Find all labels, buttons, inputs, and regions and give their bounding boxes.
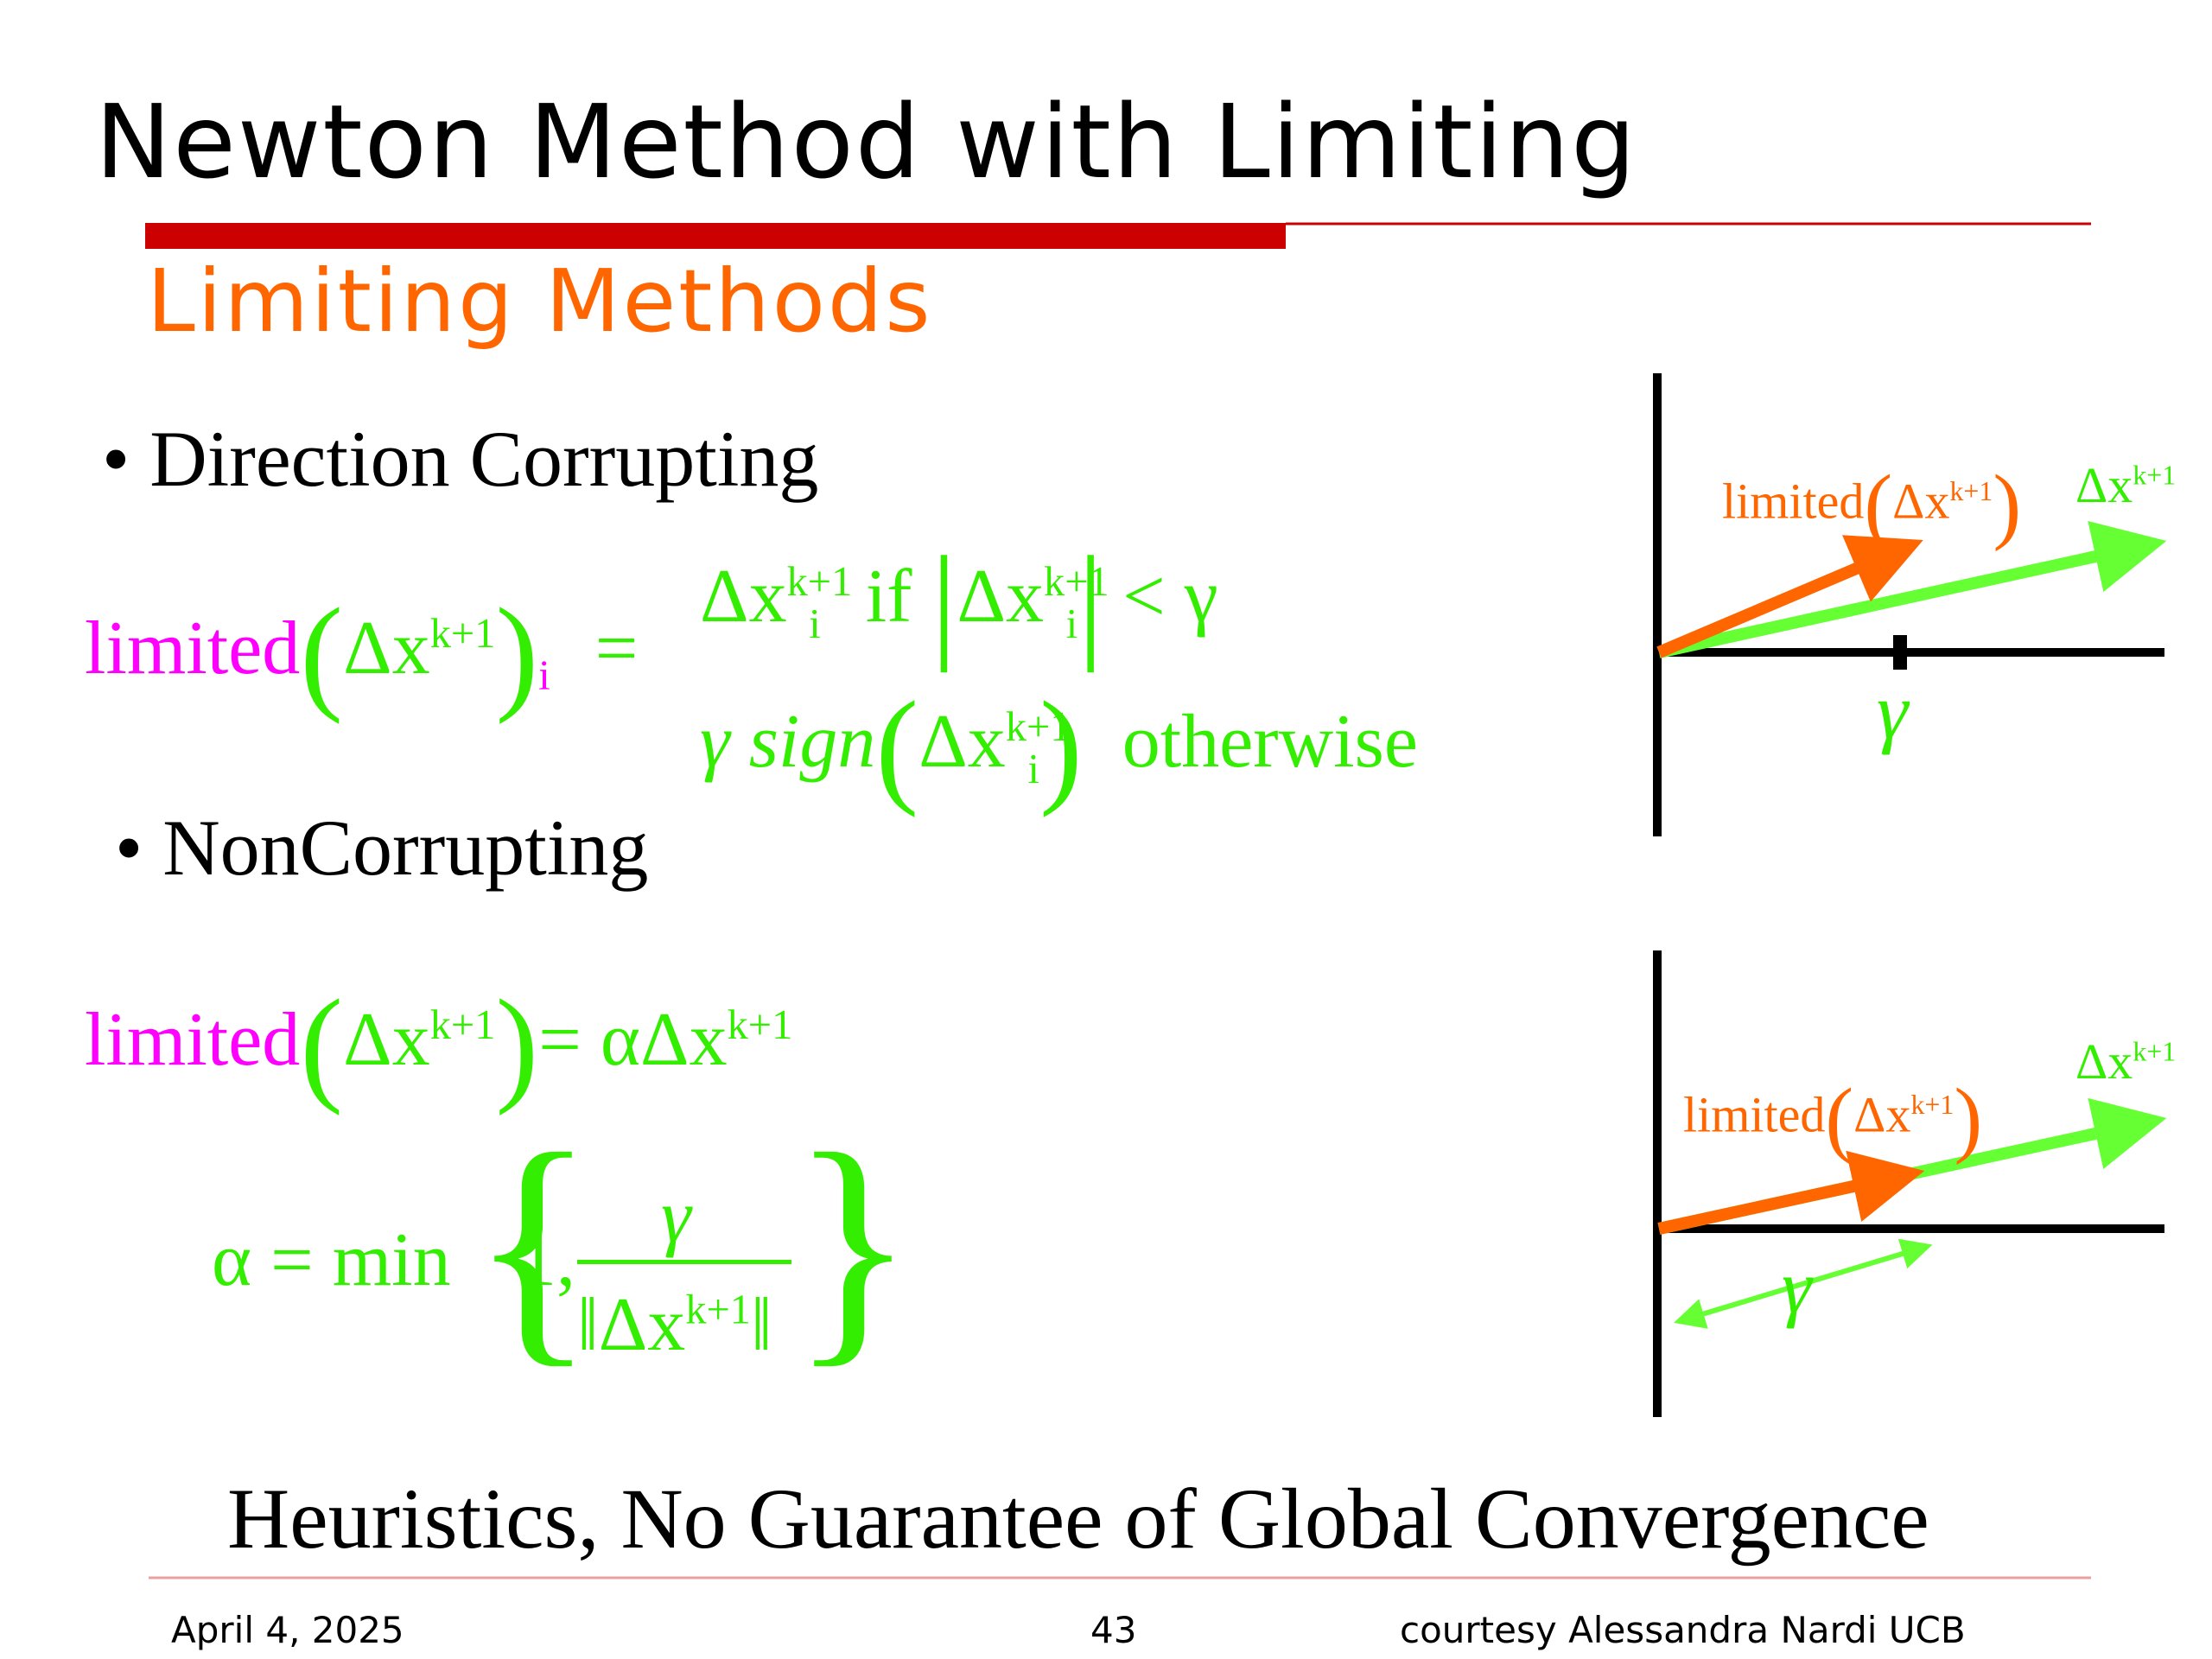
footer-credit: courtesy Alessandra Nardi UCB bbox=[1400, 1609, 1966, 1651]
delta-x: Δx bbox=[700, 555, 787, 639]
superscript-k-plus-1: k+1 bbox=[1044, 558, 1109, 605]
diagram2-full-step-label: Δxk+1 bbox=[2075, 1033, 2176, 1090]
delta-x: Δx bbox=[598, 1283, 686, 1367]
limited-word: limited bbox=[1722, 473, 1865, 530]
limited-word: limited bbox=[85, 607, 301, 691]
diagram-noncorrupting bbox=[1653, 950, 2167, 1417]
footer-date: April 4, 2025 bbox=[171, 1609, 404, 1651]
diagram1-limited-step-arrow bbox=[1656, 535, 1923, 658]
fraction-denominator: ‖Δxk+1‖ bbox=[577, 1287, 772, 1363]
norm-bars-right: ‖ bbox=[751, 1283, 772, 1367]
diagram2-gamma-label: γ bbox=[1782, 1246, 1812, 1330]
delta-x: Δx bbox=[2075, 1033, 2133, 1090]
otherwise-word: otherwise bbox=[1122, 700, 1418, 785]
subscript-i: i bbox=[1065, 601, 1078, 647]
superscript-k-plus-1: k+1 bbox=[1949, 475, 1993, 506]
diagram2-limited-step-arrow bbox=[1657, 1150, 1925, 1235]
superscript-k-plus-1: k+1 bbox=[786, 558, 853, 605]
superscript-k-plus-1: k+1 bbox=[1910, 1089, 1955, 1120]
diagram1-gamma-label: γ bbox=[1877, 667, 1909, 755]
equation-alpha-one: 1, bbox=[518, 1218, 575, 1302]
conclusion-text: Heuristics, No Guarantee of Global Conve… bbox=[227, 1471, 1929, 1567]
diagram2-limited-label: limited(Δxk+1) bbox=[1683, 1071, 1983, 1166]
superscript-k-plus-1: k+1 bbox=[429, 610, 496, 657]
subscript-i: i bbox=[538, 652, 550, 699]
gamma-symbol: γ bbox=[700, 700, 730, 785]
diagram1-limited-label: limited(Δxk+1) bbox=[1722, 458, 2022, 552]
case-within-bound: Δxk+1i if |Δxk+1i| < γ bbox=[700, 531, 1218, 673]
alpha-equals-min: α = min bbox=[212, 1218, 451, 1302]
diagram-direction-corrupting bbox=[1653, 373, 2167, 836]
delta-x: Δx bbox=[1853, 1086, 1911, 1143]
subscript-i: i bbox=[809, 601, 821, 647]
delta-x: Δx bbox=[957, 555, 1045, 639]
limited-word: limited bbox=[85, 998, 301, 1083]
brace-left: { bbox=[471, 1101, 595, 1388]
limited-word: limited bbox=[1683, 1086, 1826, 1143]
superscript-k-plus-1: k+1 bbox=[429, 1001, 496, 1048]
norm-bars-left: ‖ bbox=[577, 1283, 599, 1367]
delta-x: Δx bbox=[918, 700, 1006, 785]
alpha-delta-x: = αΔx bbox=[538, 998, 728, 1083]
delta-x: Δx bbox=[343, 607, 430, 691]
diagram2-gamma-length-arrow bbox=[1674, 1238, 1933, 1329]
equation-limited-component: limited(Δxk+1)i = bbox=[85, 582, 639, 725]
equals-sign: = bbox=[594, 607, 639, 691]
equation-alpha: α = min bbox=[212, 1223, 451, 1299]
superscript-k-plus-1: k+1 bbox=[727, 1001, 793, 1048]
if-word: if bbox=[865, 555, 912, 639]
less-than-gamma: < γ bbox=[1122, 555, 1218, 639]
slide-title: Newton Method with Limiting bbox=[95, 82, 1638, 201]
delta-x: Δx bbox=[2075, 457, 2133, 513]
title-bar-thick bbox=[145, 223, 1286, 249]
bullet-direction-corrupting: • Direction Corrupting bbox=[102, 415, 819, 503]
diagram1-full-step-label: Δxk+1 bbox=[2075, 456, 2176, 514]
footer-page-number: 43 bbox=[1090, 1609, 1137, 1651]
case-otherwise: γ sign(Δxk+1i) otherwise bbox=[700, 676, 1418, 818]
superscript-k-plus-1: k+1 bbox=[2133, 1036, 2177, 1067]
fraction-bar bbox=[577, 1260, 791, 1264]
superscript-k-plus-1: k+1 bbox=[1005, 703, 1071, 750]
superscript-k-plus-1: k+1 bbox=[685, 1287, 751, 1333]
sign-function: sign bbox=[748, 700, 876, 785]
bullet-noncorrupting: • NonCorrupting bbox=[115, 804, 649, 892]
slide-subtitle: Limiting Methods bbox=[147, 251, 933, 352]
equation-limited-scaled: limited(Δxk+1)= αΔxk+1 bbox=[85, 974, 793, 1116]
delta-x: Δx bbox=[1892, 473, 1950, 530]
delta-x: Δx bbox=[343, 998, 430, 1083]
fraction-numerator-gamma: γ bbox=[661, 1175, 691, 1259]
subscript-i: i bbox=[1027, 746, 1039, 792]
brace-right: } bbox=[791, 1101, 915, 1388]
superscript-k-plus-1: k+1 bbox=[2133, 460, 2177, 491]
